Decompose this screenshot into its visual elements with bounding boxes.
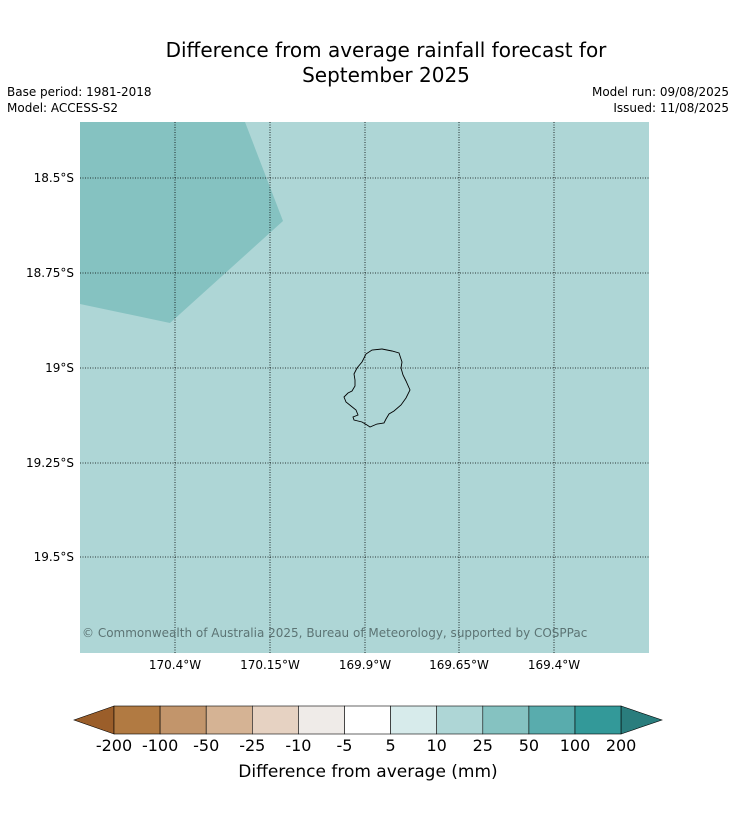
model-run: Model run: 09/08/2025 [591, 85, 729, 99]
colorbar-tick-label: -10 [285, 736, 312, 755]
chart-title: Difference from average rainfall forecas… [0, 38, 736, 88]
colorbar-extension-high [620, 705, 663, 735]
meta-left: Base period: 1981-2018 Model: ACCESS-S2 [7, 84, 152, 116]
title-line-1: Difference from average rainfall forecas… [165, 38, 607, 62]
model-name: Model: ACCESS-S2 [7, 101, 119, 115]
lon-label: 170.15°W [240, 658, 300, 672]
map: © Commonwealth of Australia 2025, Bureau… [80, 122, 649, 653]
colorbar-segment [113, 705, 161, 735]
lat-label: 18.5°S [33, 171, 74, 185]
meta-right: Model run: 09/08/2025 Issued: 11/08/2025 [592, 84, 729, 116]
colorbar-segment [436, 705, 484, 735]
colorbar-segment [528, 705, 576, 735]
colorbar-segment [159, 705, 207, 735]
colorbar-segment [298, 705, 345, 735]
colorbar-tick-label: 100 [559, 736, 591, 755]
colorbar-tick-label: 5 [385, 736, 396, 755]
niue-island-coastline [343, 348, 411, 428]
issued-date: Issued: 11/08/2025 [613, 101, 729, 115]
colorbar-tick-label: 200 [605, 736, 637, 755]
colorbar-tick-label: -100 [141, 736, 179, 755]
lat-label: 19°S [45, 361, 74, 375]
lon-label: 169.4°W [527, 658, 581, 672]
base-period: Base period: 1981-2018 [7, 85, 152, 99]
colorbar-tick-label: 10 [426, 736, 447, 755]
colorbar-extension-low [73, 705, 115, 735]
lon-label: 170.4°W [148, 658, 202, 672]
title-line-2: September 2025 [302, 63, 470, 87]
colorbar-segment [252, 705, 299, 735]
lat-label: 19.25°S [26, 456, 74, 470]
lon-label: 169.9°W [338, 658, 392, 672]
colorbar-segment [482, 705, 530, 735]
lon-label: 169.65°W [429, 658, 489, 672]
colorbar-tick-label: -5 [336, 736, 353, 755]
colorbar-label: Difference from average (mm) [238, 762, 498, 782]
colorbar-segment [390, 705, 438, 735]
gridlines [80, 122, 649, 653]
colorbar-tick-label: -50 [193, 736, 220, 755]
colorbar-tick-label: 25 [472, 736, 493, 755]
colorbar-segment [344, 705, 391, 735]
colorbar-segment [205, 705, 253, 735]
lat-label: 18.75°S [26, 266, 74, 280]
colorbar-tick-label: 50 [518, 736, 540, 755]
colorbar-tick-label: -25 [239, 736, 266, 755]
colorbar-segment [574, 705, 622, 735]
colorbar-tick-label: -200 [95, 736, 133, 755]
lat-label: 19.5°S [33, 550, 74, 564]
copyright-notice: © Commonwealth of Australia 2025, Bureau… [82, 626, 587, 640]
